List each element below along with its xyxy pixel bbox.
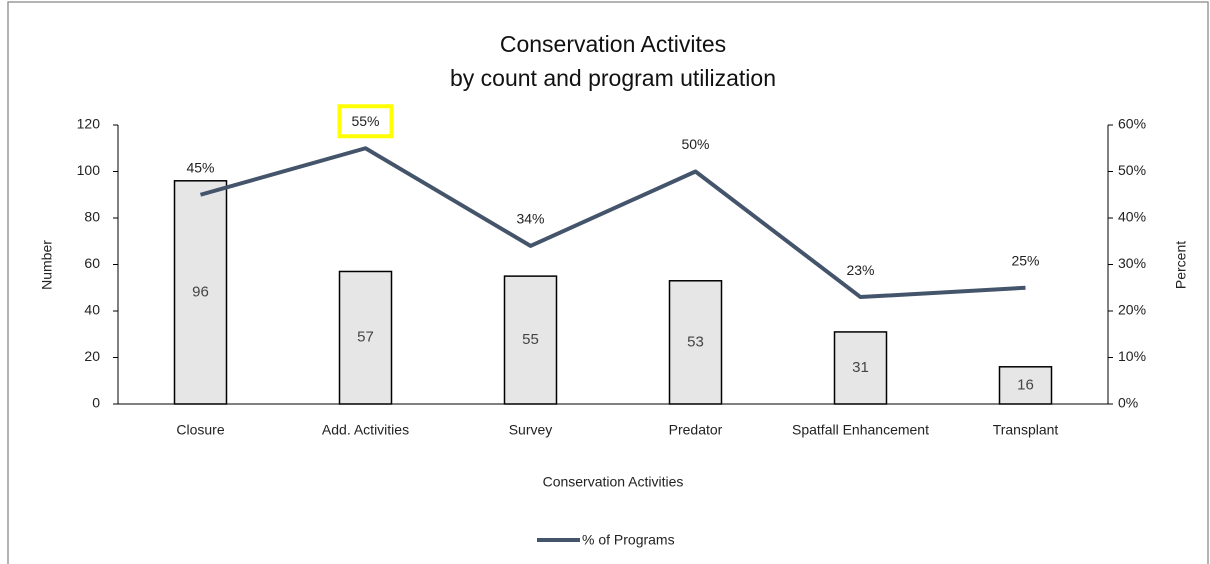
- bar-value-label: 55: [522, 331, 539, 348]
- y2-tick-label: 50%: [1118, 162, 1146, 178]
- y2-tick-label: 60%: [1118, 116, 1146, 132]
- legend-label: % of Programs: [582, 532, 675, 548]
- bar-value-label: 53: [687, 333, 704, 350]
- bar-value-label: 31: [852, 359, 869, 376]
- line-value-label: 55%: [351, 113, 379, 129]
- bar: [668, 280, 723, 405]
- y2-tick-label: 0%: [1118, 395, 1138, 411]
- bar: [173, 180, 228, 405]
- line-value-label: 50%: [681, 136, 709, 152]
- bar: [998, 366, 1053, 405]
- line: [199, 146, 1026, 300]
- chart-subtitle: by count and program utilization: [450, 65, 776, 91]
- y2-tick-label: 40%: [1118, 209, 1146, 225]
- x-tick-label: Spatfall Enhancement: [792, 422, 929, 438]
- y-tick-label: 40: [84, 302, 100, 318]
- bar-value-label: 96: [192, 283, 209, 300]
- y-tick-label: 100: [77, 162, 101, 178]
- y2-tick-label: 30%: [1118, 255, 1146, 271]
- bar: [338, 270, 393, 405]
- label-highlight: [337, 104, 394, 139]
- y-tick-label: 20: [84, 348, 100, 364]
- bar-value-label: 57: [357, 329, 374, 346]
- x-tick-label: Transplant: [993, 422, 1059, 438]
- y2-tick-label: 20%: [1118, 302, 1146, 318]
- x-tick-label: Survey: [509, 422, 553, 438]
- x-tick-label: Predator: [669, 422, 723, 438]
- y-tick-label: 120: [77, 116, 101, 132]
- chart-title: Conservation Activites: [500, 31, 726, 57]
- x-tick-label: Closure: [176, 422, 224, 438]
- y-tick-label: 80: [84, 209, 100, 225]
- x-tick-label: Add. Activities: [322, 422, 409, 438]
- line-value-label: 23%: [846, 262, 874, 278]
- x-axis-title: Conservation Activities: [543, 474, 684, 490]
- line-value-label: 45%: [186, 159, 214, 175]
- y-axis-title: Number: [39, 240, 55, 290]
- line-value-label: 34%: [516, 211, 544, 227]
- bar-value-label: 16: [1017, 376, 1034, 393]
- y2-tick-label: 10%: [1118, 348, 1146, 364]
- y2-axis-title: Percent: [1173, 241, 1189, 289]
- line-value-label: 25%: [1011, 252, 1039, 268]
- y-tick-label: 0: [92, 395, 100, 411]
- bar: [503, 275, 558, 405]
- y-tick-label: 60: [84, 255, 100, 271]
- bar: [833, 331, 888, 405]
